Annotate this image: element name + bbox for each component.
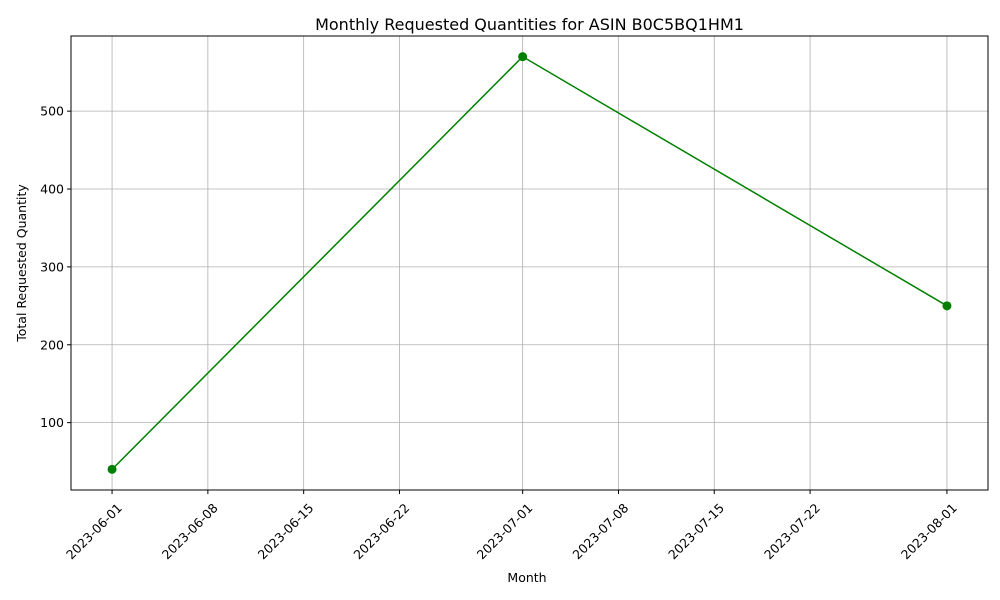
chart-title: Monthly Requested Quantities for ASIN B0… xyxy=(315,15,744,34)
plot-frame xyxy=(70,35,989,491)
x-tick-label: 2023-07-15 xyxy=(665,500,727,562)
x-axis-ticks: 2023-06-01 2023-06-08 2023-06-15 2023-06-22… xyxy=(63,490,960,562)
x-tick-label: 2023-06-15 xyxy=(255,500,317,562)
data-point xyxy=(942,301,952,311)
x-axis-label: Month xyxy=(507,570,546,585)
y-axis-label: Total Requested Quantity xyxy=(14,184,29,343)
x-tick-label: 2023-06-22 xyxy=(350,500,412,562)
x-tick-label: 2023-07-08 xyxy=(569,500,631,562)
data-point xyxy=(518,52,528,62)
y-tick-label: 400 xyxy=(40,182,64,197)
series-layer xyxy=(107,52,952,474)
data-point xyxy=(107,464,117,474)
y-axis-ticks: 100 200 300 400 500 xyxy=(40,104,71,430)
y-tick-label: 100 xyxy=(40,415,64,430)
x-tick-label: 2023-07-01 xyxy=(474,500,536,562)
x-tick-label: 2023-06-01 xyxy=(63,500,125,562)
grid-layer xyxy=(71,36,988,490)
series-line xyxy=(111,55,948,470)
x-tick-label: 2023-08-01 xyxy=(898,500,960,562)
x-tick-label: 2023-07-22 xyxy=(761,500,823,562)
y-tick-label: 300 xyxy=(40,259,64,274)
x-tick-label: 2023-06-08 xyxy=(159,500,221,562)
y-tick-label: 200 xyxy=(40,337,64,352)
y-tick-label: 500 xyxy=(40,104,64,119)
